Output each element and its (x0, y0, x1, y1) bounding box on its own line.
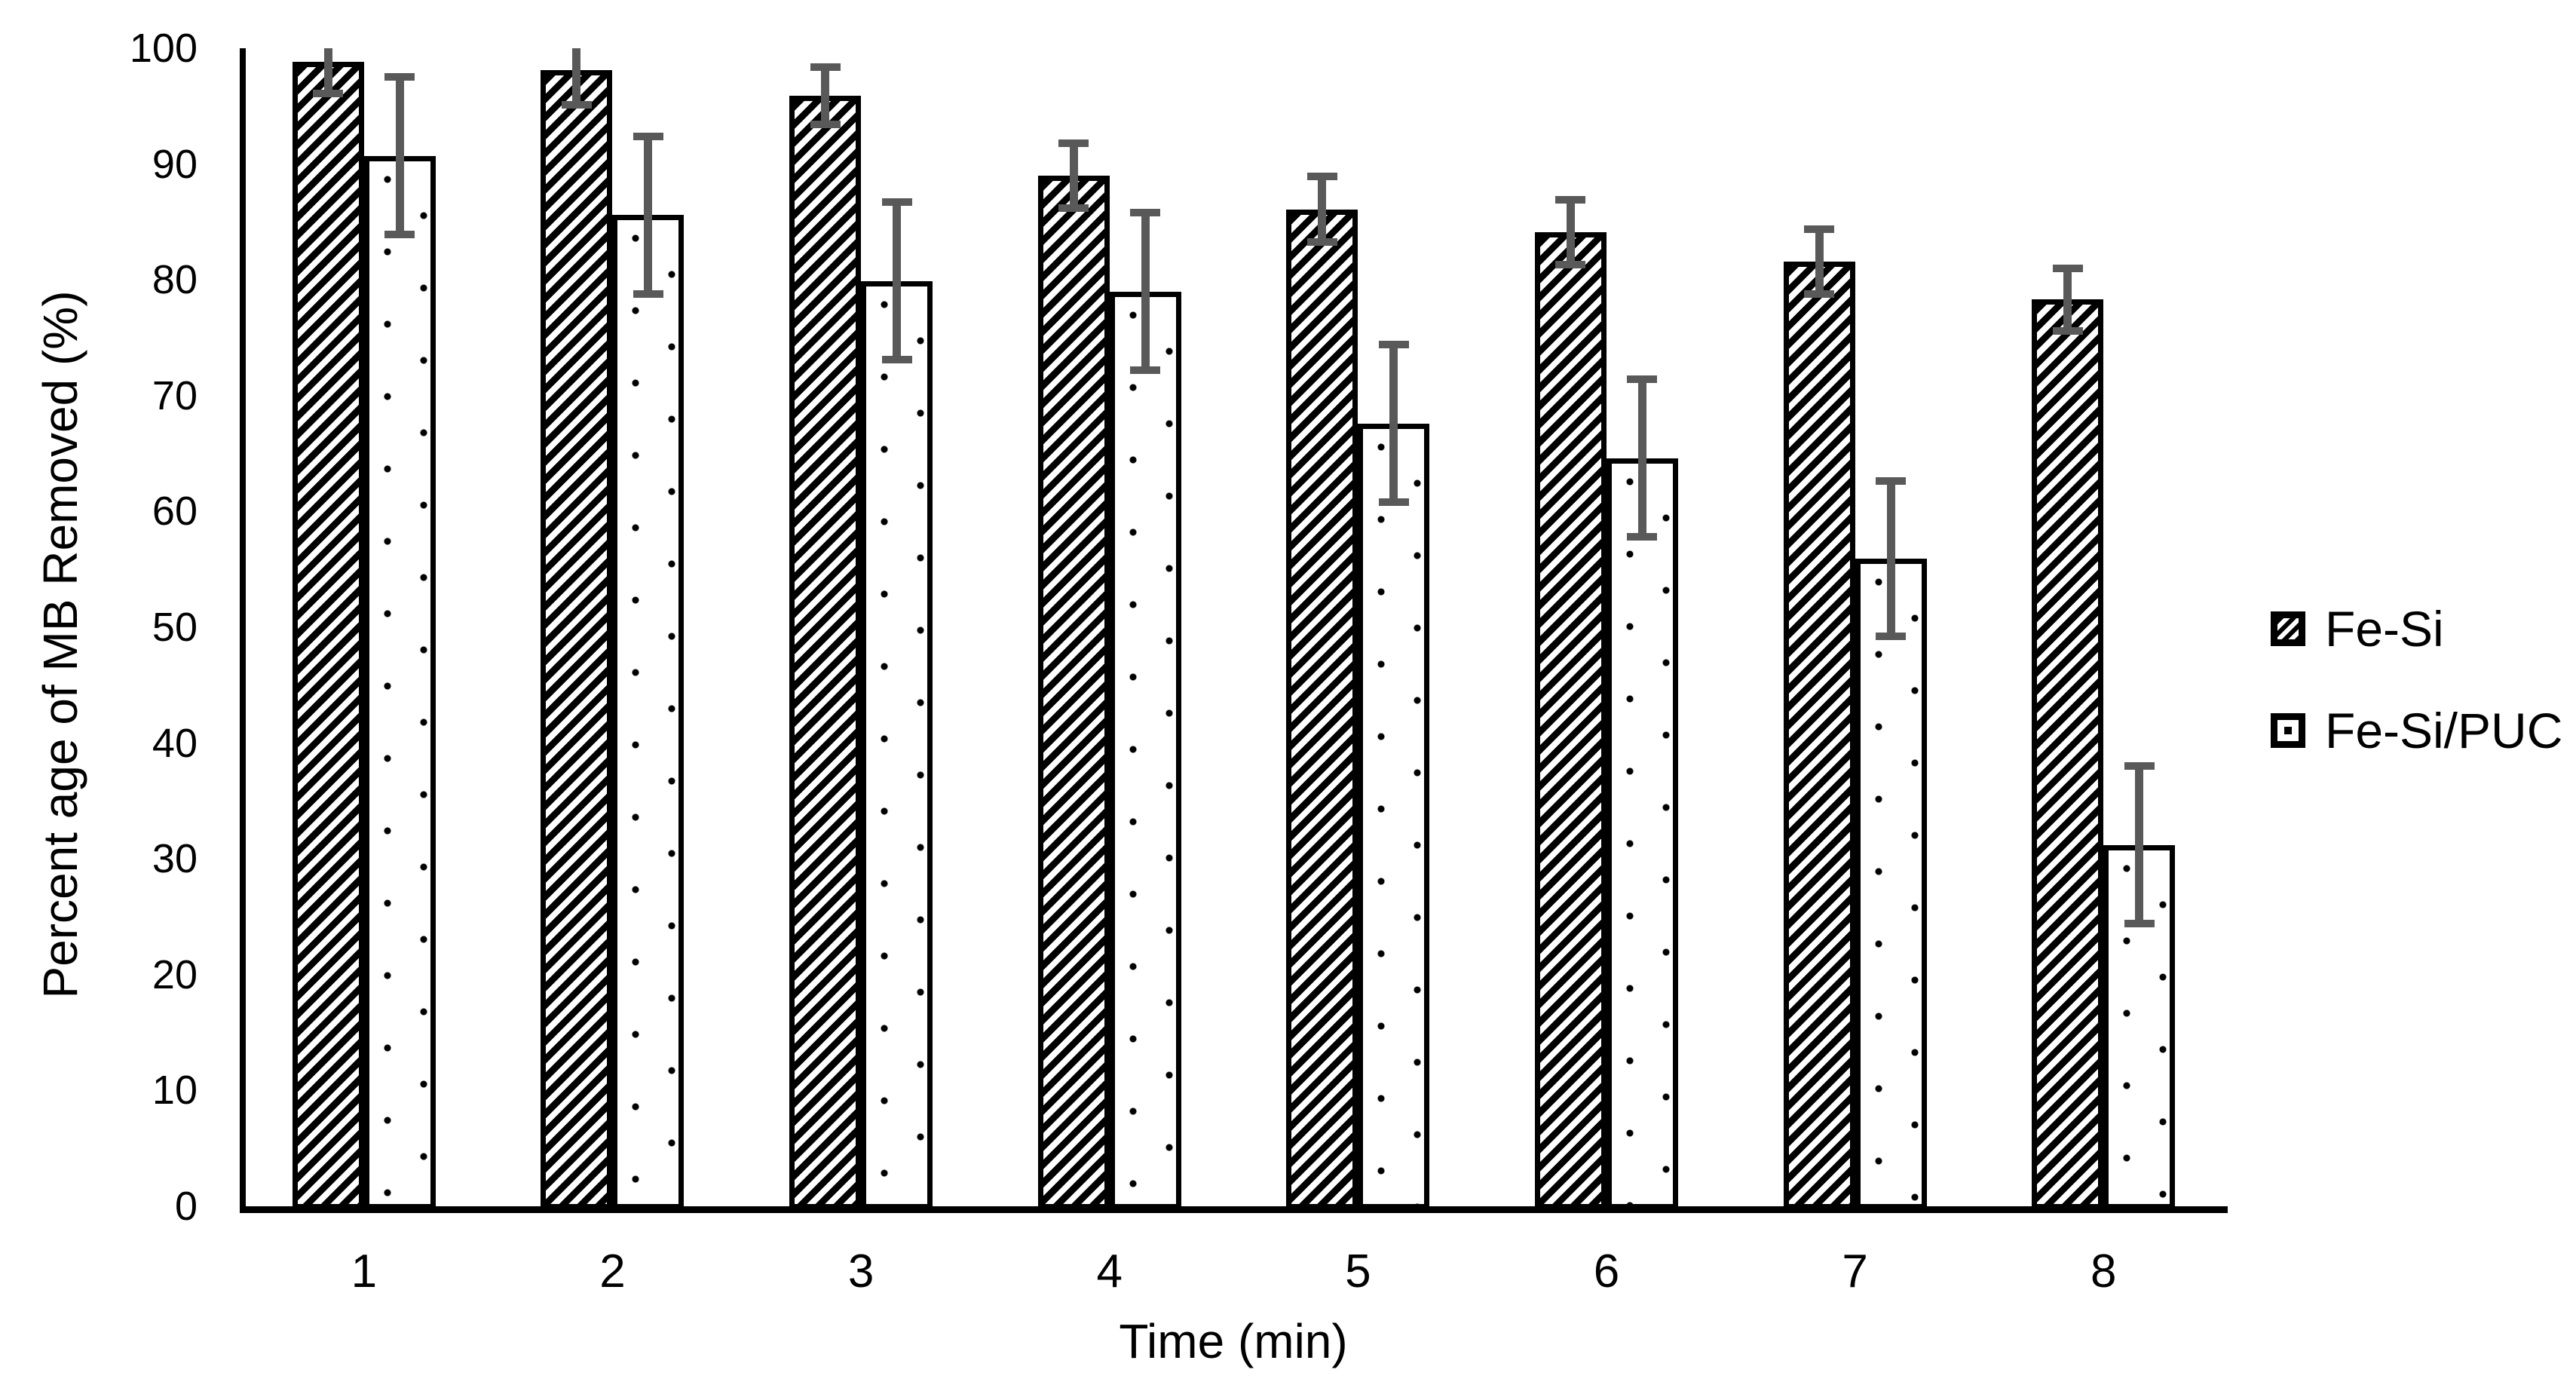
error-bar-cap-bottom (561, 101, 592, 109)
error-bar-cap-bottom (384, 231, 415, 239)
bar-fe-si-t6 (1534, 232, 1607, 1209)
error-bar-line (323, 48, 332, 93)
error-bar-cap-top (633, 132, 663, 140)
error-bar-cap-top (810, 63, 841, 71)
bar-fe-si-puc-t1 (363, 155, 436, 1209)
error-bar-line (821, 66, 830, 125)
y-tick-label: 10 (152, 1068, 198, 1114)
bar-fe-si-puc-t7 (1855, 559, 1927, 1209)
error-bar-cap-bottom (881, 356, 912, 364)
legend-label: Fe-Si/PUC (2325, 703, 2563, 758)
error-bar-cap-top (2052, 264, 2083, 272)
y-tick-label: 70 (152, 372, 198, 418)
error-bar-cap-top (1130, 209, 1161, 217)
y-tick-label: 0 (174, 1184, 198, 1229)
error-bar-line (1069, 142, 1078, 208)
error-bar-cap-top (384, 73, 415, 81)
bar-fe-si-t8 (2032, 299, 2104, 1209)
error-bar-cap-bottom (1306, 237, 1337, 246)
error-bar-cap-bottom (1804, 290, 1835, 298)
error-bar-line (1637, 379, 1646, 538)
error-bar-cap-top (1804, 225, 1835, 233)
error-bar-line (2063, 268, 2072, 331)
bar-fe-si-t1 (292, 62, 364, 1209)
x-tick-label: 2 (599, 1245, 626, 1297)
error-bar-line (1886, 481, 1895, 637)
legend-label: Fe-Si (2325, 601, 2444, 657)
x-tick-label: 3 (847, 1245, 874, 1297)
bar-fe-si-puc-t6 (1606, 458, 1678, 1209)
error-bar-cap-top (1876, 477, 1907, 486)
error-bar-cap-top (2124, 762, 2155, 771)
error-bar-cap-bottom (2052, 326, 2083, 335)
error-bar-line (1141, 213, 1150, 370)
x-axis-line (240, 1206, 2228, 1213)
error-bar-line (395, 77, 404, 235)
error-bar-line (572, 48, 581, 106)
bar-fe-si-t4 (1037, 175, 1110, 1209)
error-bar-cap-top (1306, 173, 1337, 181)
error-bar-line (2135, 766, 2144, 924)
legend-row-fe-si: Fe-Si (2271, 601, 2444, 657)
error-bar-line (1566, 200, 1575, 265)
y-tick-label: 90 (152, 141, 198, 187)
error-bar-cap-top (1378, 341, 1409, 349)
error-bar-cap-top (1058, 139, 1089, 147)
x-tick-label: 4 (1096, 1245, 1123, 1297)
x-tick-label: 6 (1593, 1245, 1620, 1297)
bar-fe-si-t2 (541, 70, 613, 1209)
x-axis-title: Time (min) (1119, 1314, 1348, 1368)
error-bar-line (1389, 345, 1398, 503)
error-bar-cap-top (1627, 375, 1658, 384)
bar-fe-si-t7 (1783, 261, 1855, 1209)
error-bar-line (644, 136, 653, 294)
legend-marker-hatch-icon (2271, 611, 2305, 646)
error-bar-cap-bottom (1555, 261, 1586, 269)
error-bar-cap-bottom (1378, 498, 1409, 507)
y-tick-label: 50 (152, 605, 198, 650)
error-bar-cap-bottom (2124, 920, 2155, 928)
bar-fe-si-puc-t4 (1109, 291, 1181, 1209)
x-tick-label: 5 (1345, 1245, 1371, 1297)
error-bar-line (1815, 228, 1824, 294)
y-tick-label: 60 (152, 489, 198, 535)
legend-marker-dot (2284, 727, 2292, 734)
error-bar-cap-top (881, 198, 912, 207)
x-tick-label: 1 (351, 1245, 378, 1297)
error-bar-cap-bottom (313, 89, 344, 97)
error-bar-cap-bottom (810, 121, 841, 129)
error-bar-line (893, 202, 902, 360)
y-tick-label: 40 (152, 720, 198, 766)
y-tick-label: 30 (152, 836, 198, 882)
error-bar-cap-top (1555, 196, 1586, 204)
y-axis-line (240, 48, 246, 1213)
error-bar-cap-bottom (1627, 533, 1658, 541)
bar-fe-si-t3 (789, 95, 862, 1209)
error-bar-cap-bottom (1876, 633, 1907, 641)
error-bar-cap-bottom (633, 290, 663, 298)
x-tick-label: 8 (2090, 1245, 2117, 1297)
error-bar-line (1318, 176, 1327, 242)
y-tick-label: 100 (129, 26, 198, 71)
y-tick-label: 20 (152, 951, 198, 997)
bar-fe-si-t5 (1286, 209, 1358, 1209)
bar-fe-si-puc-t5 (1358, 423, 1430, 1209)
y-tick-label: 80 (152, 257, 198, 303)
error-bar-cap-bottom (1058, 204, 1089, 212)
legend-marker-dots-icon (2271, 713, 2305, 748)
error-bar-cap-bottom (1130, 366, 1161, 374)
legend-row-fe-si-puc: Fe-Si/PUC (2271, 703, 2562, 758)
bar-fe-si-puc-t3 (861, 280, 933, 1209)
x-tick-label: 7 (1842, 1245, 1868, 1297)
bar-fe-si-puc-t2 (612, 215, 685, 1209)
